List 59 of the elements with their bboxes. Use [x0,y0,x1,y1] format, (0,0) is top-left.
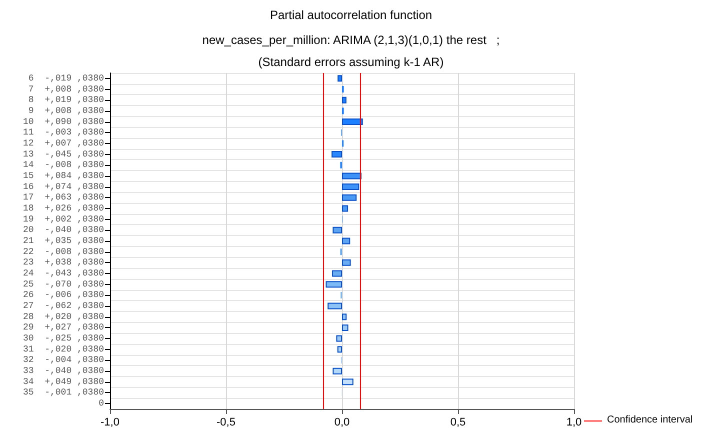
y-tick-label: 22 -,008 ,0380 [22,246,104,257]
bar [342,172,362,180]
y-tick-label: 26 -,006 ,0380 [22,290,104,300]
bar [342,194,357,201]
y-tick-label: 29 +,027 ,0380 [22,322,104,333]
bar [338,75,342,82]
y-tick-label: 32 -,004 ,0380 [22,355,104,366]
y-tick-label: 34 +,049 ,0380 [22,376,104,387]
bar [342,378,354,386]
chart-subtitle: new_cases_per_million: ARIMA (2,1,3)(1,0,1) the rest ; (Standard errors assuming k-1 AR) [202,33,500,69]
x-tick-label: -1,0 [100,416,120,428]
y-tick-label: 30 -,025 ,0380 [22,334,104,344]
x-tick-label: -0,5 [216,416,236,428]
y-tick-label: 25 -,070 ,0380 [22,279,104,290]
y-tick-label: 8 +,019 ,0380 [22,95,104,106]
bar [332,151,342,158]
bar [332,368,342,374]
bar [342,96,346,104]
y-tick-label: 20 -,040 ,0380 [22,225,104,236]
bar [332,270,342,277]
bar [342,184,360,190]
y-tick-label: 33 -,040 ,0380 [22,366,104,376]
chart-title: Partial autocorrelation function [270,8,432,22]
y-tick-label: 10 +,090 ,0380 [22,116,104,127]
y-tick-label: 28 +,020 ,0380 [22,312,104,322]
bar [342,324,348,331]
x-tick-label: 1,0 [566,416,582,428]
y-tick-label: 13 -,045 ,0380 [22,149,104,160]
x-tick-label: 0,0 [334,416,350,428]
legend-label: Confidence interval [607,414,693,426]
y-tick-label: 7 +,008 ,0380 [22,84,104,94]
y-tick-label: 14 -,008 ,0380 [22,160,104,170]
y-tick-label: 31 -,020 ,0380 [22,344,104,354]
bar [336,335,342,342]
y-tick-label: 16 +,074 ,0380 [22,182,104,192]
bar [332,226,342,234]
bar [328,302,342,310]
bar [342,205,348,212]
y-tick-label: 6 -,019 ,0380 [22,73,104,84]
y-tick-label: 12 +,007 ,0380 [22,138,104,148]
bar [342,118,363,126]
bar [342,314,347,320]
y-tick-label: 24 -,043 ,0380 [22,268,104,279]
y-tick-label: 35 -,001 ,0380 [22,388,104,398]
y-tick-label: 18 +,026 ,0380 [22,203,104,214]
y-tick-label: 23 +,038 ,0380 [22,258,104,268]
y-tick-label: 19 +,002 ,0380 [22,214,104,224]
y-tick-label: 15 +,084 ,0380 [22,170,104,181]
bar [342,238,350,244]
y-tick-label: 11 -,003 ,0380 [22,128,104,138]
bar [342,259,351,266]
y-tick-label: 9 +,008 ,0380 [22,106,104,116]
x-tick-label: 0,5 [450,416,466,428]
y-tick-label: 17 +,063 ,0380 [22,192,104,203]
y-tick-label: 27 -,062 ,0380 [22,301,104,312]
y-tick-label: 21 +,035 ,0380 [22,236,104,246]
y-tick-label: 0 [98,398,104,409]
bar [337,346,342,353]
bar [326,281,342,288]
